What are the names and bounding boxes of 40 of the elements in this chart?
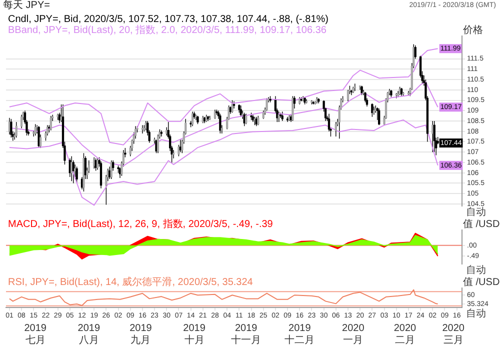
x2-tick-label: 2019 十二月 xyxy=(284,322,315,346)
x2-tick-label: 2019 八月 xyxy=(78,322,100,346)
x2-tick-label: 2020 二月 xyxy=(394,322,417,346)
candlestick xyxy=(94,158,97,172)
candlestick xyxy=(433,120,436,152)
x2-tick-label: 2019 九月 xyxy=(130,322,152,346)
text: MACD, JPY=, Bid(Last), 12, 26, 9, 指数, 2020/3/5, -.49, -.39 xyxy=(8,218,274,230)
candlestick xyxy=(10,118,12,138)
x2-tick-label: 2019 十一月 xyxy=(231,322,262,346)
annotation: RSI, JPY=, Bid(Last), 14, 威尔德平滑, 2020/3/5, 35.324 xyxy=(8,276,254,288)
candlestick xyxy=(414,44,416,60)
candlestick xyxy=(346,90,350,102)
candlestick xyxy=(100,161,102,189)
y-axis-title: 值 /USD xyxy=(463,276,500,288)
candlestick xyxy=(219,113,222,134)
candlestick xyxy=(266,98,268,111)
candlestick xyxy=(371,103,374,118)
x2-tick-label: 2020 一月 xyxy=(342,322,365,346)
candlestick xyxy=(76,166,78,184)
text: 自动 xyxy=(466,307,486,320)
candlestick xyxy=(432,120,434,152)
text: Cndl, JPY=, Bid, 2020/3/5, 107.52, 107.73, 107.38, 107.44, -.88, (-.81%) xyxy=(8,14,328,25)
candlestick xyxy=(38,126,40,148)
text: 自动 xyxy=(466,206,486,218)
candlestick xyxy=(20,114,23,129)
x2-tick-label: 2019 十月 xyxy=(183,322,206,346)
candlestick xyxy=(378,108,380,126)
text: 自动 xyxy=(466,264,486,276)
y-axis-title: 值 /USD xyxy=(463,218,500,230)
candlestick xyxy=(160,130,163,137)
candlestick xyxy=(15,122,18,138)
text: BBand, JPY=, Bid(Last), 20, 指数, 2.0, 2020/3/5, 111.99, 109.17, 106.36 xyxy=(8,24,327,36)
y-axis-title: 价格 xyxy=(462,24,483,36)
candlestick xyxy=(257,115,260,126)
candlestick xyxy=(70,156,73,182)
x2-tick-label: 2020 三月 xyxy=(442,322,465,346)
candlestick xyxy=(108,166,111,180)
candlestick xyxy=(245,113,248,124)
x2-tick-label: 2019 七月 xyxy=(24,322,47,346)
chart-title: 每天 JPY= xyxy=(3,0,50,11)
